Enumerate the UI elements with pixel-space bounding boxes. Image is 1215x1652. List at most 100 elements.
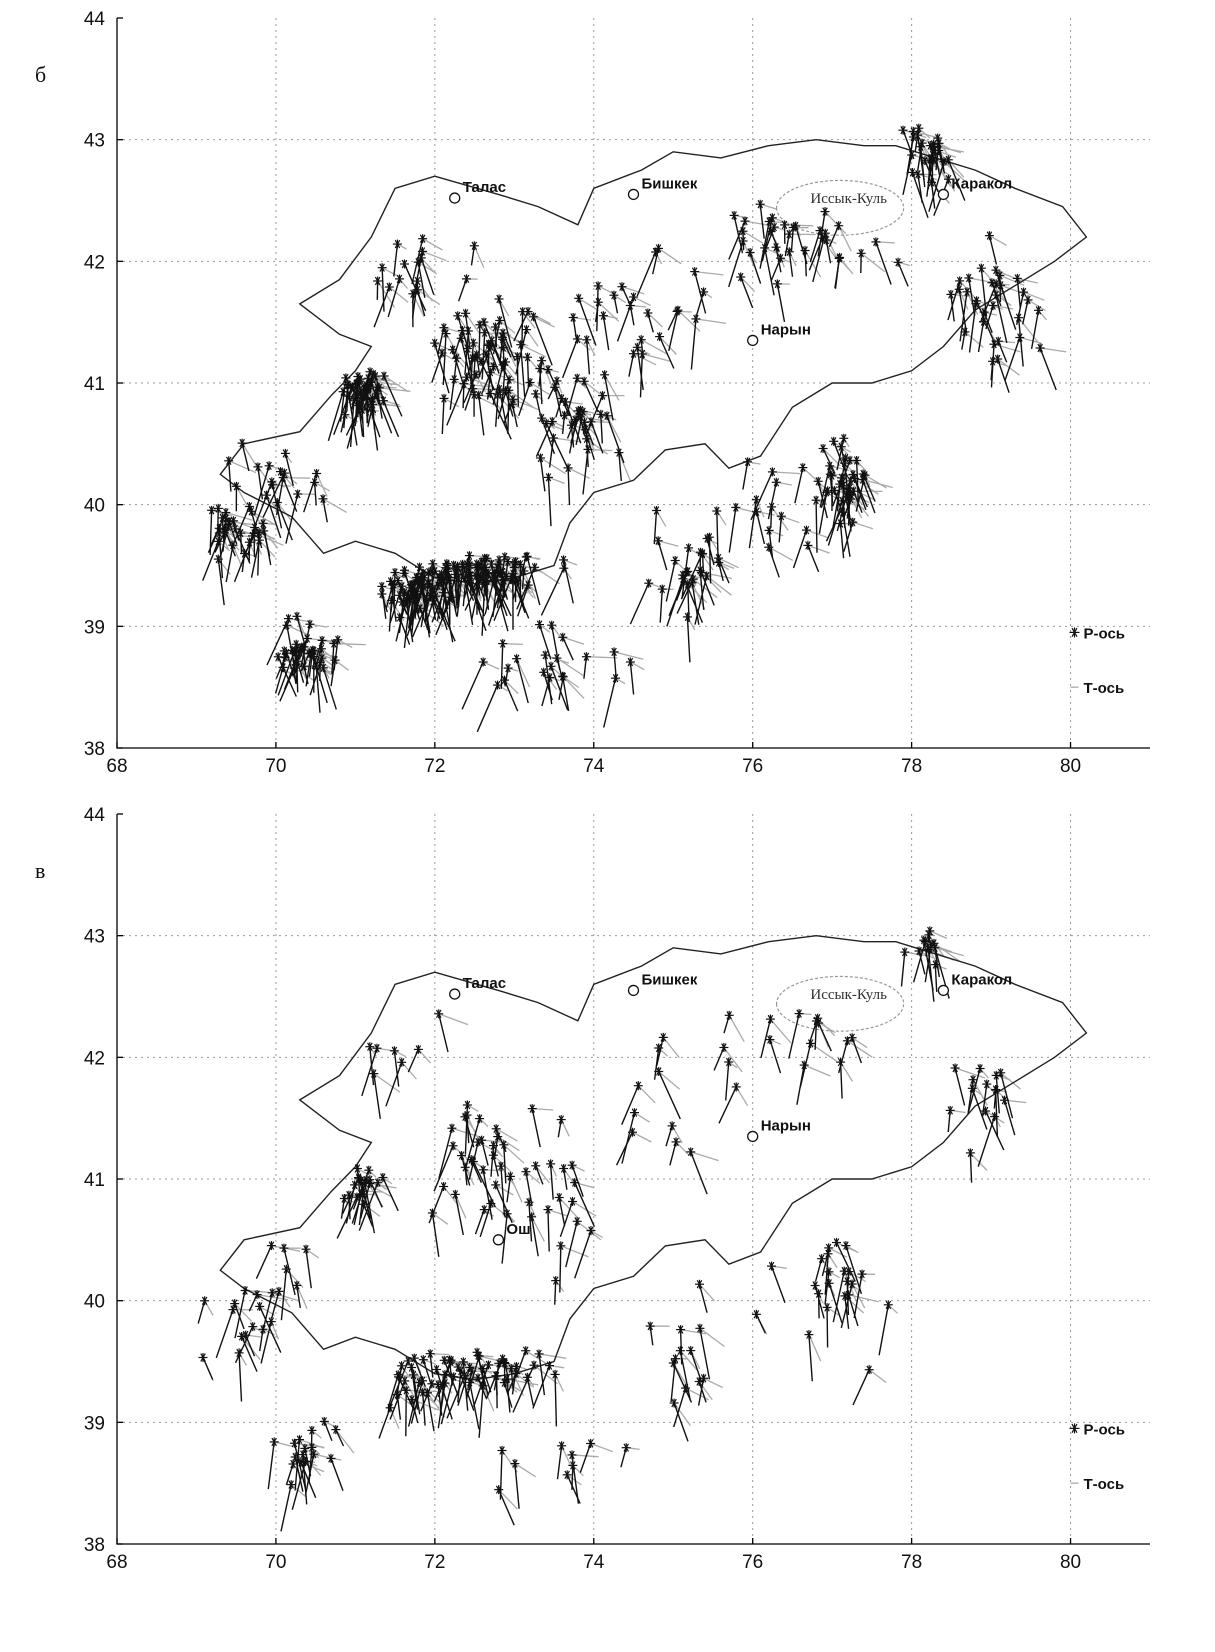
city-marker [938,189,948,199]
t-axis-mark [659,1071,680,1089]
p-axis-mark [501,1166,505,1216]
p-axis-mark [427,1393,434,1432]
panel-letter: б [35,62,46,87]
panel-v: в 68 70 72 74 76 78 80 38 39 40 41 42 43… [35,805,1150,1573]
p-axis-mark [777,284,784,322]
t-axis-mark [336,1430,354,1453]
t-axis-mark [504,680,518,694]
t-axis-mark [515,1464,536,1477]
t-axis-mark [691,1152,719,1161]
kyrgyzstan-border [220,140,1086,584]
p-axis-mark [841,1284,852,1328]
t-axis-mark [1020,337,1042,343]
p-axis-mark [389,600,391,631]
grid-lines [117,18,1150,748]
p-axis-mark [568,468,569,505]
p-axis-mark [719,1087,736,1123]
p-axis-mark [286,494,298,544]
p-axis-mark [306,1249,311,1288]
p-axis-mark [765,248,774,295]
p-axis-mark [978,1117,994,1167]
p-axis-marks [198,926,1015,1531]
p-axis-mark [477,685,497,732]
p-axis-mark [996,295,1007,343]
city-label: Каракол [951,175,1012,192]
p-axis-mark [256,1246,271,1279]
p-axis-mark [432,1213,438,1257]
t-axis-mark [704,1378,723,1387]
p-axis-mark [617,1132,633,1165]
p-axis-mark [700,1328,710,1379]
p-axis-mark [394,573,395,606]
p-axis-mark [580,1443,590,1472]
p-axis-mark [501,644,502,689]
t-axis-mark [439,1014,468,1025]
t-axis-mark [729,1015,744,1041]
t-axis-mark [452,1128,482,1137]
x-tick-label: 68 [106,756,127,777]
city-naryn: Нарын [748,321,811,345]
t-axis-mark [577,339,590,350]
p-axis-mark [622,1086,639,1125]
p-axis-mark [479,395,484,435]
t-axis-mark [804,1065,830,1076]
p-axis-mark [660,337,674,369]
p-axis-mark [462,662,483,709]
p-axis-mark [819,1023,832,1051]
p-axis-mark [660,589,662,623]
t-axis-mark [540,458,565,474]
p-axis-mark [198,1301,204,1324]
p-axis-mark [691,319,696,370]
p-axis-mark [394,244,398,276]
city-label: Талас [463,179,506,196]
t-axis-mark [849,1295,879,1302]
p-axis-mark [658,541,667,570]
y-tick-label: 44 [84,9,106,30]
t-axis-mark [634,1113,649,1123]
x-tick-label: 74 [583,756,605,777]
p-axis-mark [989,236,996,265]
p-axis-mark [724,1015,729,1033]
p-axis-mark [641,354,643,397]
t-axis-mark [374,1074,400,1092]
p-axis-mark [563,339,578,378]
t-axis-mark [509,380,524,386]
t-axis-mark [575,1183,594,1188]
city-label: Нарын [761,321,811,338]
p-axis-mark [482,1140,488,1165]
t-axis-mark [548,1210,568,1217]
city-marker [450,193,460,203]
p-axis-mark [432,353,442,383]
p-axis-mark [558,1446,562,1479]
legend: Р-ось Т-ось [1070,625,1126,697]
p-axis-mark [687,617,689,662]
panel-b: б 68 70 72 74 76 78 80 38 39 40 41 42 43… [35,9,1150,777]
p-axis-mark [480,1204,491,1237]
p-axis-mark [479,325,480,359]
p-axis-mark [1032,310,1039,349]
p-axis-mark [455,1194,463,1235]
p-axis-mark [912,172,928,217]
p-axis-mark [760,204,764,238]
t-axis-marks [212,128,1067,698]
t-axis-mark [638,1086,655,1103]
p-axis-mark [659,1071,681,1118]
p-axis-mark [242,1336,257,1371]
p-axis-mark [841,524,844,559]
p-axis-mark [281,1269,286,1320]
p-axis-mark [726,1062,729,1100]
p-axis-mark [669,310,678,351]
t-axis-mark [700,1328,724,1346]
p-axis-mark [717,511,718,559]
p-axis-mark [1040,348,1056,390]
p-axis-mark [630,583,648,624]
p-axis-mark [603,316,608,351]
p-axis-mark [1019,318,1024,367]
t-axis-mark [423,239,443,250]
p-axis-mark [876,242,891,285]
city-marker [629,189,639,199]
p-axis-mark [1023,300,1028,324]
t-axis-mark [235,1304,252,1322]
p-axis-mark [560,1246,561,1293]
